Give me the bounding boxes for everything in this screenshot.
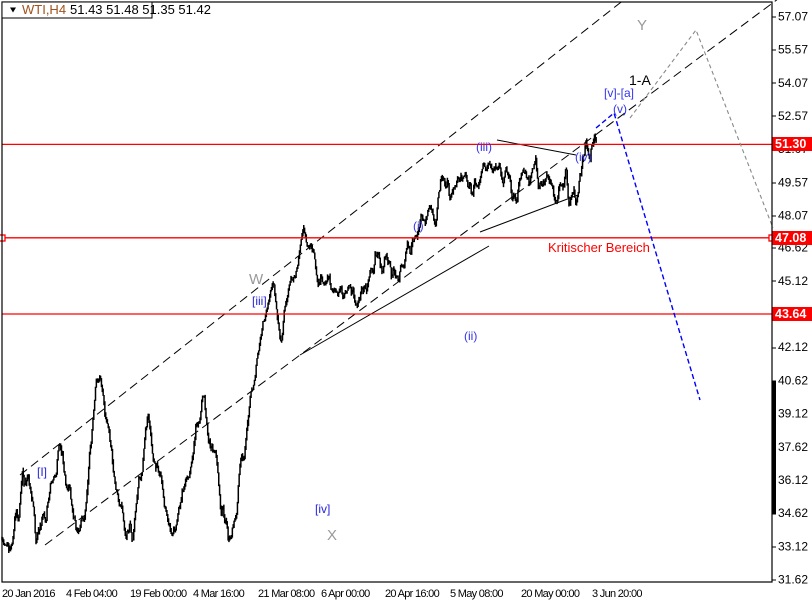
svg-text:4 Mar 16:00: 4 Mar 16:00 (193, 588, 245, 600)
svg-text:Y: Y (637, 17, 647, 34)
svg-text:45.12: 45.12 (778, 274, 808, 288)
svg-text:4 Feb 04:00: 4 Feb 04:00 (66, 588, 118, 600)
svg-text:33.12: 33.12 (778, 540, 808, 554)
svg-text:20 Apr 16:00: 20 Apr 16:00 (385, 588, 440, 600)
svg-text:19 Feb 00:00: 19 Feb 00:00 (130, 588, 187, 600)
svg-text:43.64: 43.64 (775, 307, 806, 321)
svg-text:(v): (v) (613, 102, 627, 116)
svg-text:51.30: 51.30 (775, 137, 806, 151)
svg-text:34.62: 34.62 (778, 506, 808, 520)
svg-text:[iii]: [iii] (252, 294, 267, 308)
svg-text:40.62: 40.62 (778, 374, 808, 388)
svg-text:(ii): (ii) (464, 329, 477, 343)
svg-text:W: W (249, 271, 264, 288)
svg-text:(iii): (iii) (476, 140, 492, 154)
svg-text:WTI,H4: WTI,H4 (22, 2, 66, 17)
svg-text:51.43 51.48 51.35 51.42: 51.43 51.48 51.35 51.42 (70, 2, 211, 17)
svg-text:20 May 00:00: 20 May 00:00 (521, 588, 580, 600)
svg-text:55.57: 55.57 (778, 43, 808, 57)
svg-text:[iv]: [iv] (315, 502, 330, 516)
svg-text:48.07: 48.07 (778, 209, 808, 223)
svg-text:X: X (327, 527, 337, 544)
svg-text:39.12: 39.12 (778, 407, 808, 421)
svg-text:[I]: [I] (37, 465, 47, 479)
svg-text:37.62: 37.62 (778, 440, 808, 454)
svg-text:(iv): (iv) (575, 150, 592, 164)
svg-text:20 Jan 2016: 20 Jan 2016 (2, 588, 55, 600)
svg-text:57.07: 57.07 (778, 10, 808, 24)
svg-text:6 Apr 00:00: 6 Apr 00:00 (321, 588, 370, 600)
svg-text:[v]-[a]: [v]-[a] (604, 86, 634, 100)
svg-text:(i): (i) (413, 219, 424, 233)
svg-text:21 Mar 08:00: 21 Mar 08:00 (258, 588, 315, 600)
svg-text:3 Jun 20:00: 3 Jun 20:00 (592, 588, 642, 600)
svg-text:52.57: 52.57 (778, 109, 808, 123)
svg-text:5 May 08:00: 5 May 08:00 (450, 588, 503, 600)
svg-text:42.12: 42.12 (778, 340, 808, 354)
svg-text:36.12: 36.12 (778, 473, 808, 487)
svg-text:54.07: 54.07 (778, 76, 808, 90)
svg-text:47.08: 47.08 (775, 231, 806, 245)
svg-text:49.57: 49.57 (778, 176, 808, 190)
svg-text:Kritischer Bereich: Kritischer Bereich (548, 240, 650, 255)
svg-text:31.62: 31.62 (778, 573, 808, 587)
